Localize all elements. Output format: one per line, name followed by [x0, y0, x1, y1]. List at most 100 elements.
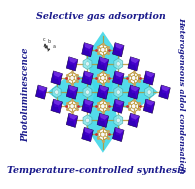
Polygon shape	[66, 113, 75, 127]
Polygon shape	[113, 127, 124, 142]
Polygon shape	[66, 85, 78, 99]
Polygon shape	[115, 99, 124, 105]
Polygon shape	[82, 127, 91, 142]
Polygon shape	[98, 44, 108, 56]
Polygon shape	[130, 113, 139, 120]
Polygon shape	[48, 74, 103, 111]
Polygon shape	[143, 99, 155, 113]
Polygon shape	[82, 99, 91, 113]
Circle shape	[147, 90, 151, 94]
Polygon shape	[69, 113, 78, 120]
Polygon shape	[86, 92, 120, 153]
Polygon shape	[97, 57, 109, 71]
Polygon shape	[143, 99, 152, 113]
Polygon shape	[115, 43, 124, 49]
Polygon shape	[66, 57, 75, 71]
Polygon shape	[98, 72, 108, 84]
Circle shape	[116, 118, 120, 122]
Polygon shape	[114, 58, 123, 70]
Polygon shape	[113, 99, 124, 113]
Polygon shape	[145, 86, 153, 98]
Text: Selective gas adsorption: Selective gas adsorption	[36, 12, 166, 21]
Polygon shape	[128, 85, 139, 99]
Polygon shape	[35, 85, 47, 99]
Polygon shape	[101, 75, 105, 81]
Polygon shape	[82, 71, 91, 85]
Circle shape	[116, 62, 120, 66]
Polygon shape	[100, 113, 109, 120]
Circle shape	[55, 90, 59, 94]
Polygon shape	[98, 100, 108, 112]
Polygon shape	[128, 85, 137, 99]
Polygon shape	[146, 71, 155, 77]
Text: Heterogeneous aldol condensation: Heterogeneous aldol condensation	[178, 17, 186, 173]
Polygon shape	[66, 85, 75, 99]
Polygon shape	[115, 127, 124, 134]
Polygon shape	[53, 99, 62, 105]
Text: c: c	[43, 37, 45, 42]
Polygon shape	[53, 71, 62, 77]
Polygon shape	[52, 86, 61, 98]
Polygon shape	[128, 57, 139, 71]
Polygon shape	[83, 86, 92, 98]
Polygon shape	[82, 43, 93, 57]
Polygon shape	[83, 115, 92, 126]
Polygon shape	[113, 43, 124, 57]
Polygon shape	[84, 127, 93, 134]
Polygon shape	[101, 47, 105, 53]
Polygon shape	[82, 127, 93, 142]
Polygon shape	[69, 57, 78, 63]
Polygon shape	[51, 99, 60, 113]
Text: b: b	[47, 39, 51, 44]
Polygon shape	[97, 113, 106, 127]
Polygon shape	[103, 74, 158, 111]
Circle shape	[116, 90, 120, 94]
Polygon shape	[113, 99, 121, 113]
Polygon shape	[97, 57, 106, 71]
Polygon shape	[159, 85, 170, 99]
Polygon shape	[82, 99, 93, 113]
Polygon shape	[100, 57, 109, 63]
Text: Temperature-controlled synthesis: Temperature-controlled synthesis	[7, 166, 187, 175]
Polygon shape	[67, 72, 77, 84]
Circle shape	[86, 90, 90, 94]
Polygon shape	[51, 99, 62, 113]
Polygon shape	[67, 100, 77, 112]
Polygon shape	[129, 100, 138, 112]
Polygon shape	[82, 43, 91, 57]
Polygon shape	[70, 75, 74, 81]
Polygon shape	[97, 85, 109, 99]
Polygon shape	[115, 71, 124, 77]
Polygon shape	[84, 43, 93, 49]
Polygon shape	[82, 71, 93, 85]
Polygon shape	[69, 85, 78, 91]
Polygon shape	[38, 85, 47, 91]
Polygon shape	[66, 57, 78, 71]
Polygon shape	[130, 85, 139, 91]
Polygon shape	[51, 71, 60, 85]
Polygon shape	[114, 86, 123, 98]
Circle shape	[86, 118, 90, 122]
Polygon shape	[97, 85, 106, 99]
Polygon shape	[128, 113, 139, 127]
Polygon shape	[113, 127, 121, 142]
Polygon shape	[113, 43, 121, 57]
Polygon shape	[35, 85, 44, 99]
Polygon shape	[130, 57, 139, 63]
Polygon shape	[161, 85, 170, 91]
Polygon shape	[143, 71, 155, 85]
Polygon shape	[113, 71, 121, 85]
Polygon shape	[100, 85, 109, 91]
Polygon shape	[66, 113, 78, 127]
Polygon shape	[146, 99, 155, 105]
Polygon shape	[131, 103, 136, 109]
Polygon shape	[101, 132, 105, 137]
Polygon shape	[84, 99, 93, 105]
Polygon shape	[51, 71, 62, 85]
Polygon shape	[70, 103, 74, 109]
Polygon shape	[159, 85, 168, 99]
Polygon shape	[86, 32, 120, 92]
Polygon shape	[128, 113, 137, 127]
Polygon shape	[98, 128, 108, 141]
Circle shape	[86, 62, 90, 66]
